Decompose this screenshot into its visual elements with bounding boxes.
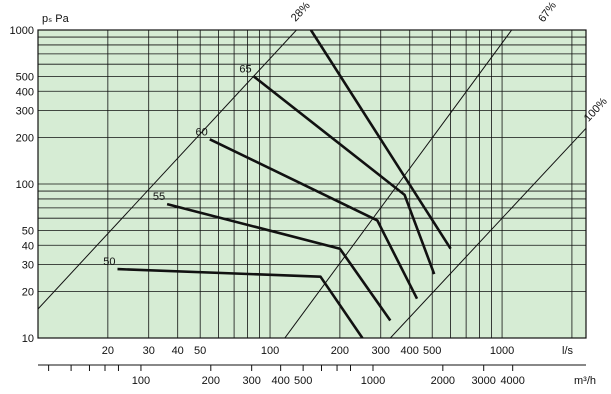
x-tick-label: 40	[172, 345, 184, 357]
y-tick-label: 10	[22, 333, 34, 345]
x-tick-label: 300	[372, 345, 390, 357]
curve-label: 50	[103, 256, 115, 268]
curve-50	[117, 267, 364, 338]
x-tick-label: 50	[194, 345, 206, 357]
grid	[38, 29, 586, 339]
x-tick-label: 1000	[490, 345, 514, 357]
y-axis-label: pₛ Pa	[42, 13, 70, 25]
y-tick-label: 400	[16, 86, 34, 98]
x2-tick-label: 2000	[431, 375, 455, 387]
x-tick-label: 100	[261, 345, 279, 357]
x-axis-m3h: 100 200 300 400 500 1000 2000 3000 4000	[38, 364, 586, 387]
x-tick-label: 20	[102, 345, 114, 357]
y-tick-label: 20	[22, 287, 34, 299]
system-line-label: 67%	[536, 0, 559, 25]
x2-axis-label: m³/h	[574, 375, 596, 387]
x2-tick-label: 100	[132, 375, 150, 387]
system-line-28pct	[38, 30, 297, 310]
plot-frame	[37, 29, 587, 339]
performance-curves	[117, 30, 452, 338]
x2-tick-label: 300	[242, 375, 260, 387]
x2-tick-label: 3000	[471, 375, 495, 387]
x-tick-label: 400	[401, 345, 419, 357]
curve-label: 60	[196, 126, 208, 138]
x2-tick-label: 4000	[500, 375, 524, 387]
y-tick-label: 100	[16, 179, 34, 191]
x-tick-label: 500	[423, 345, 441, 357]
system-line-label: 28%	[289, 0, 313, 24]
y-tick-label: 500	[16, 71, 34, 83]
x2-tick-label: 500	[294, 375, 312, 387]
x-tick-label: 30	[143, 345, 155, 357]
y-tick-label: 1000	[10, 25, 34, 37]
x2-tick-label: 1000	[361, 375, 385, 387]
curve-55	[166, 202, 392, 322]
x-tick-label: 200	[331, 345, 349, 357]
curve-65	[252, 75, 436, 275]
x2-tick-label: 400	[271, 375, 289, 387]
y-tick-label: 300	[16, 106, 34, 118]
curve-60	[209, 138, 419, 300]
curve-max	[309, 30, 452, 250]
y-axis: 10 20 30 40 50 100 200 300 400 500 1000	[10, 25, 34, 345]
system-line-100pct	[389, 127, 586, 338]
curve-label: 55	[153, 191, 165, 203]
y-tick-label: 40	[22, 240, 34, 252]
x-axis-ls: 20 30 40 50 100 200 300 400 500 1000	[102, 345, 515, 357]
curve-label: 65	[239, 63, 251, 75]
x-axis-label: l/s	[562, 345, 574, 357]
y-tick-label: 50	[22, 225, 34, 237]
y-tick-label: 30	[22, 260, 34, 272]
y-tick-label: 200	[16, 133, 34, 145]
x2-tick-label: 200	[202, 375, 220, 387]
